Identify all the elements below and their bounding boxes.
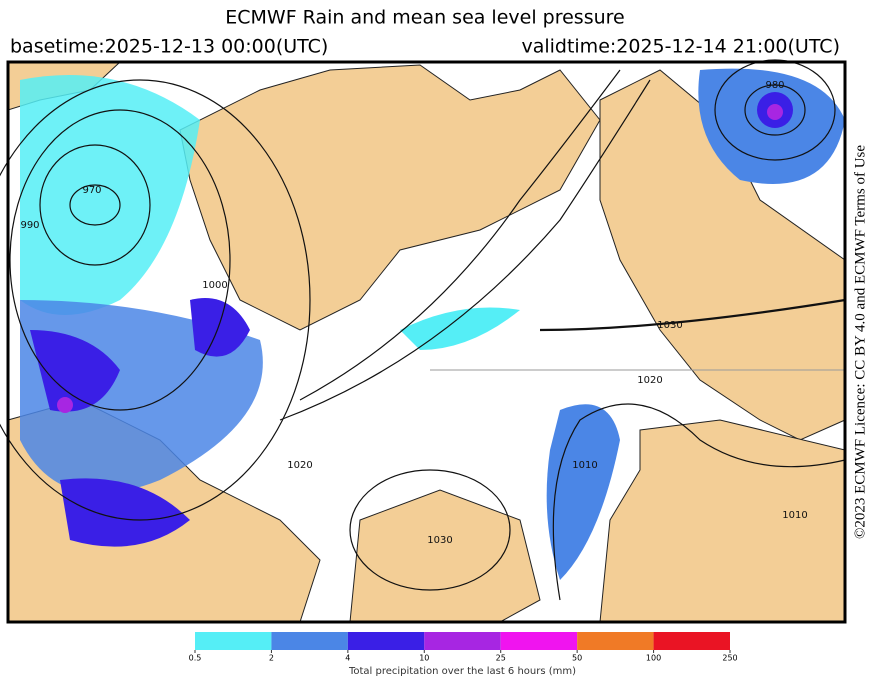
isobar-label: 1030 [427,535,452,546]
isobar-label: 1030 [657,320,682,331]
colorbar-segment [347,632,425,650]
isobar-label: 1020 [637,375,662,386]
map-frame [6,60,847,624]
colorbar-segment [500,632,578,650]
isobar-label: 990 [20,220,39,231]
isobar [744,84,806,136]
colorbar-label: Total precipitation over the last 6 hour… [348,666,576,677]
isobar-label: 1000 [202,280,227,291]
basetime: basetime:2025-12-13 00:00(UTC) [10,36,328,58]
colorbar-tick-label: 25 [496,654,506,663]
isobar [552,403,846,601]
isobar [0,79,311,521]
colorbar-tick-label: 100 [646,654,661,663]
colorbar-tick-label: 4 [345,654,350,663]
isobar-label: 1010 [782,510,807,521]
precip-area [57,397,73,413]
precip-area [767,104,783,120]
colorbar-tick-label: 250 [722,654,737,663]
precipitation [20,68,845,580]
validtime: validtime:2025-12-14 21:00(UTC) [521,36,840,58]
isobar [9,109,231,411]
colorbar-tick-label: 10 [419,654,429,663]
colorbar-segment [577,632,654,650]
precip-area [60,478,190,547]
precip-area [30,330,120,412]
isobar-label: 1020 [287,460,312,471]
colorbar-tick-label: 0.5 [189,654,202,663]
isobar [69,184,121,226]
license: ©2023 ECMWF Licence: CC BY 4.0 and ECMWF… [852,145,868,539]
title: ECMWF Rain and mean sea level pressure [225,7,624,29]
land-mass [179,64,601,331]
colorbar-tick-label: 50 [572,654,582,663]
precip-area [190,298,250,357]
isobar [539,298,846,332]
precip-area [546,404,620,580]
colorbar-segment [424,632,501,650]
isobar-label: 980 [765,80,784,91]
isobar-label: 1010 [572,460,597,471]
map: 970 980 990 1000 1010 1020 1030 1030 1010 1020 [0,59,846,623]
isobars [0,59,846,601]
isobar [349,469,511,591]
colorbar-tick-label: 2 [269,654,274,663]
isobar [279,79,651,421]
isobar [299,69,621,401]
colorbar-segment [195,632,272,650]
isobar [39,144,151,266]
colorbar-segment [653,632,730,650]
isobar [714,59,836,161]
isobar-label: 970 [82,185,101,196]
colorbar-segment [271,632,348,650]
